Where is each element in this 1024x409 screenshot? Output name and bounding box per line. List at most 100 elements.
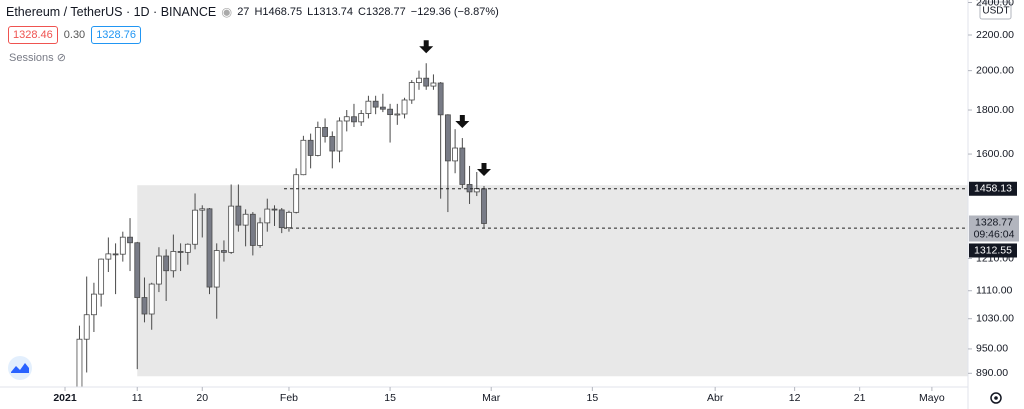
candle-body [119, 236, 126, 255]
candle-body [91, 293, 97, 316]
candle-body [379, 106, 386, 110]
candle-body [148, 283, 155, 315]
candle-body [444, 114, 451, 162]
candle-body [466, 184, 473, 193]
candle-body [242, 213, 249, 226]
candle-body [314, 127, 321, 156]
candle-body [343, 116, 350, 122]
x-tick-label: 21 [854, 392, 866, 404]
candle-body [206, 208, 213, 288]
x-tick-label: Mayo [919, 392, 945, 404]
candle-body [351, 116, 357, 123]
y-tick-label: 1800.00 [976, 104, 1014, 116]
candle-body [249, 213, 256, 246]
candle-body [177, 251, 184, 253]
tradingview-logo[interactable] [8, 356, 32, 380]
candle-body [329, 136, 336, 152]
candle-body [199, 208, 206, 211]
y-tick-label: 2400.00 [976, 0, 1014, 8]
candle-body [423, 77, 430, 87]
settings-icon[interactable] [990, 392, 1002, 404]
candle-body [430, 82, 437, 87]
candle-body [134, 242, 141, 298]
x-tick-label: Mar [482, 392, 501, 404]
candle-body [278, 209, 285, 229]
y-tick-label: 2200.00 [976, 29, 1014, 41]
candle-body [83, 314, 90, 340]
ohlc-open: 27 [237, 5, 250, 18]
hide-icon[interactable]: ◉ [221, 5, 233, 19]
y-tick-label: 890.00 [976, 367, 1008, 379]
candle-body [235, 205, 242, 226]
price-label: 1458.13 [974, 183, 1012, 195]
sessions-label: Sessions [9, 52, 54, 64]
ohlc-high: H1468.75 [254, 5, 303, 18]
candle-body [213, 250, 220, 288]
candle-body [307, 139, 314, 156]
ohlc-change: −129.36 (−8.87%) [410, 5, 499, 18]
candle-body [387, 108, 393, 116]
candle-body [127, 236, 133, 244]
price-label-box [969, 181, 1017, 196]
candle-body [300, 139, 307, 176]
candle-body [286, 211, 292, 229]
candle-body [401, 99, 408, 115]
candle-body [105, 253, 112, 260]
x-tick-label: 20 [196, 392, 208, 404]
ohlc-low: L1313.74 [307, 5, 354, 18]
buy-button[interactable]: 1328.76 [91, 26, 141, 44]
candle-body [408, 82, 415, 101]
spread: 0.30 [63, 29, 86, 41]
x-tick-label: 12 [789, 392, 801, 404]
y-tick-label: 1110.00 [976, 285, 1013, 297]
sessions-indicator[interactable]: Sessions ⊘ [9, 52, 66, 64]
candle-body [192, 209, 198, 245]
ohlc-close: C1328.77 [358, 5, 406, 18]
price-label: 1312.55 [974, 244, 1012, 256]
candle-body [228, 205, 235, 253]
candle-body [271, 208, 278, 211]
candle-body [358, 113, 365, 123]
candle-body [365, 100, 372, 114]
candle-body [141, 297, 148, 315]
y-tick-label: 1600.00 [976, 148, 1014, 160]
candle-body [372, 100, 379, 108]
candle-body [163, 255, 170, 272]
currency-label[interactable]: USDT [982, 6, 1009, 17]
annotation-arrow [455, 115, 470, 129]
trade-buttons: 1328.46 0.30 1328.76 [8, 26, 141, 44]
symbol[interactable]: Ethereum / TetherUS · 1D · BINANCE [6, 4, 217, 19]
candle-body [437, 82, 444, 116]
candle-body [416, 77, 422, 84]
header: Ethereum / TetherUS · 1D · BINANCE ◉ 27 … [6, 4, 499, 20]
candle-body [170, 251, 177, 272]
candle-body [221, 250, 227, 253]
candle-body [156, 255, 162, 285]
candle-body [184, 243, 191, 253]
y-tick-label: 1030.00 [976, 312, 1014, 324]
candle-body [98, 258, 105, 295]
candle-body [293, 174, 300, 213]
y-tick-label: 2000.00 [976, 64, 1014, 76]
candle-body [452, 147, 459, 162]
candle-body [459, 147, 466, 185]
candle-body [336, 120, 343, 152]
candle-body [322, 127, 328, 137]
price-label-box [969, 243, 1017, 258]
candle-body [257, 222, 263, 246]
x-tick-label: 15 [384, 392, 396, 404]
last-price-box [969, 215, 1019, 242]
currency-box[interactable] [979, 1, 1012, 20]
candle-body [481, 188, 487, 224]
countdown-label: 09:46:04 [974, 228, 1015, 240]
candle-body [112, 253, 119, 256]
zone [137, 185, 968, 377]
plot-area [76, 40, 968, 387]
candle-body [76, 338, 83, 387]
x-tick-label: Abr [707, 392, 724, 404]
x-tick-label: 11 [132, 392, 143, 404]
sell-button[interactable]: 1328.46 [8, 26, 58, 44]
x-tick-label: Feb [280, 392, 298, 404]
x-tick-label: 15 [587, 392, 599, 404]
